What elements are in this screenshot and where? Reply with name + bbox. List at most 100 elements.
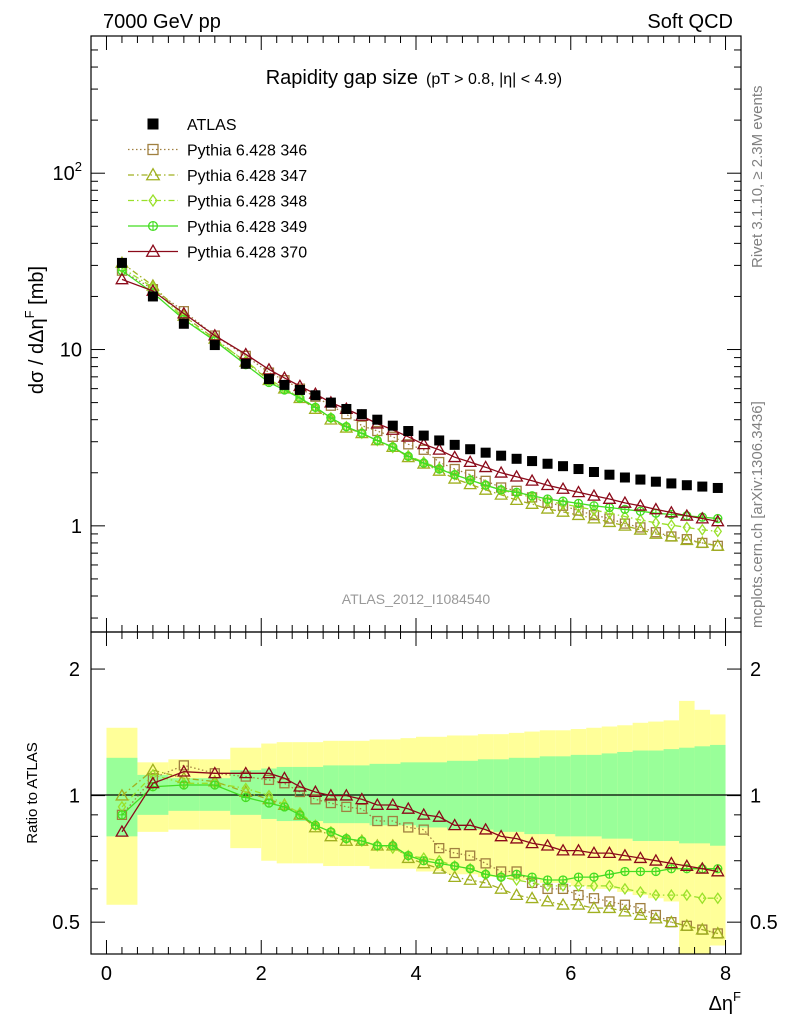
ratio-series-4-point-5 <box>262 766 276 779</box>
main-series-3-point-21 <box>511 487 522 497</box>
ratio-series-0-point-7 <box>294 786 306 798</box>
ratio-series-3-point-13 <box>388 841 398 851</box>
ratio-series-4-point-34 <box>710 864 725 877</box>
ratio-series-3-point-9 <box>326 827 336 837</box>
legend-label-4: Pythia 6.428 349 <box>187 219 307 236</box>
ratio-series-3-point-25 <box>573 872 584 882</box>
main-series-1-point-34 <box>710 538 725 551</box>
main-series-1-point-19 <box>478 482 493 495</box>
legend-label-2: Pythia 6.428 347 <box>187 168 307 185</box>
ratio-series-3-point-16 <box>434 858 444 869</box>
ratio-series-3-point-10 <box>341 833 352 844</box>
main-series-3-point-8 <box>310 402 321 412</box>
ratio-series-1-line <box>121 769 718 935</box>
ratio-inner-band-22 <box>524 757 540 835</box>
ratio-series-4-point-26 <box>587 846 601 859</box>
main-series-3-point-12 <box>372 435 382 446</box>
ratio-series-layer <box>115 760 725 939</box>
ratio-series-4-point-17 <box>447 818 462 831</box>
ratio-ytick-label-left-1: 1 <box>69 786 80 808</box>
main-series-5-point-17 <box>449 439 460 450</box>
main-series-5-point-31 <box>666 478 677 489</box>
main-series-4-point-18 <box>463 455 478 468</box>
main-series-0-point-27 <box>604 513 615 524</box>
main-series-1-point-29 <box>633 522 648 535</box>
main-series-4 <box>115 272 725 527</box>
ratio-series-2-point-23 <box>543 879 552 892</box>
main-series-2-line <box>121 267 718 533</box>
ratio-series-3-point-7 <box>295 810 305 820</box>
main-series-4-point-31 <box>664 505 679 518</box>
main-series-5-point-34 <box>712 482 723 493</box>
main-series-3-point-24 <box>558 496 568 506</box>
ratio-series-0-point-27 <box>604 896 615 907</box>
main-series-2-point-28 <box>620 510 630 523</box>
ratio-series-3-point-6 <box>279 802 290 812</box>
ratio-inner-band-6 <box>276 766 293 822</box>
main-series-4-point-4 <box>238 347 253 360</box>
main-series-4-point-3 <box>207 328 222 341</box>
legend: ATLAS Pythia 6.428 346 Pythia 6.428 347 Pyt… <box>128 117 307 262</box>
legend-label-1: Pythia 6.428 346 <box>187 143 307 160</box>
main-series-2-point-11 <box>357 427 367 440</box>
ratio-series-3-point-12 <box>372 841 382 851</box>
ratio-series-2-point-20 <box>496 870 506 884</box>
ratio-series-4-point-27 <box>602 846 617 859</box>
mcplots-label: mcplots.cern.ch [arXiv:1306.3436] <box>749 401 766 628</box>
main-series-4-point-33 <box>695 511 710 524</box>
ratio-series-2-point-30 <box>651 888 661 902</box>
main-ytick-label-2: 102 <box>53 159 82 185</box>
ratio-series-3-point-20 <box>496 872 506 882</box>
main-series-5 <box>116 257 723 493</box>
ratio-series-1-point-26 <box>587 901 601 914</box>
ratio-series-4-point-10 <box>339 788 354 801</box>
ratio-series-3-point-24 <box>558 875 568 885</box>
ratio-inner-band-29 <box>632 750 649 841</box>
main-series-5-point-14 <box>403 426 414 437</box>
ratio-inner-band-9 <box>323 765 339 824</box>
legend-marker-0 <box>147 118 159 130</box>
main-series-5-point-25 <box>573 464 584 475</box>
main-series-2-point-31 <box>667 518 676 532</box>
ratio-ytick-label-right-1: 1 <box>750 786 761 808</box>
ratio-series-2-point-29 <box>636 885 645 899</box>
xtick-label-0: 0 <box>101 963 112 985</box>
main-subtitle: (pT > 0.8, |η| < 4.9) <box>426 71 562 88</box>
main-series-5-point-3 <box>209 340 220 351</box>
ratio-series-1-point-25 <box>571 897 586 910</box>
ratio-series-4-point-12 <box>370 797 385 810</box>
main-series-5-point-26 <box>588 467 599 478</box>
ratio-series-2-point-27 <box>605 879 614 892</box>
ratio-series-3-point-19 <box>480 869 491 879</box>
ratio-series-3-point-29 <box>635 866 646 877</box>
ratio-series-4-point-33 <box>695 861 710 874</box>
main-series-4-point-27 <box>602 491 617 504</box>
ratio-series-2-point-34 <box>713 892 723 905</box>
main-series-2-point-17 <box>450 468 459 481</box>
ratio-series-4-point-6 <box>277 771 292 784</box>
main-series-5-point-6 <box>279 379 290 390</box>
main-series-1-point-20 <box>494 487 508 500</box>
main-series-4-point-28 <box>618 495 632 508</box>
ratio-series-2-point-33 <box>698 892 707 905</box>
x-axis-label: ΔηF <box>709 989 741 1015</box>
main-series-3-point-19 <box>480 480 491 490</box>
main-series-4-point-14 <box>401 429 416 442</box>
ratio-series-2-point-11 <box>357 834 367 848</box>
main-series-3-point-26 <box>589 501 599 511</box>
main-series-4-point-24 <box>556 481 570 494</box>
ratio-inner-band-30 <box>648 750 664 841</box>
ratio-series-0-point-30 <box>650 909 662 921</box>
main-series-5-point-2 <box>178 318 189 329</box>
ratio-series-3-point-2 <box>179 780 189 790</box>
ratio-series-2-point-21 <box>512 873 521 887</box>
header-left: 7000 GeV pp <box>103 11 221 33</box>
main-series-4-point-23 <box>540 478 555 491</box>
ratio-series-3-point-0 <box>117 810 127 820</box>
ratio-series-0-point-10 <box>341 801 352 813</box>
main-series-3-point-13 <box>388 442 398 452</box>
ratio-series-0-point-2 <box>178 760 190 771</box>
legend-label-3: Pythia 6.428 348 <box>187 194 307 211</box>
ratio-ytick-label-left-0: 0.5 <box>52 912 80 934</box>
main-series-4-point-34 <box>710 514 725 527</box>
